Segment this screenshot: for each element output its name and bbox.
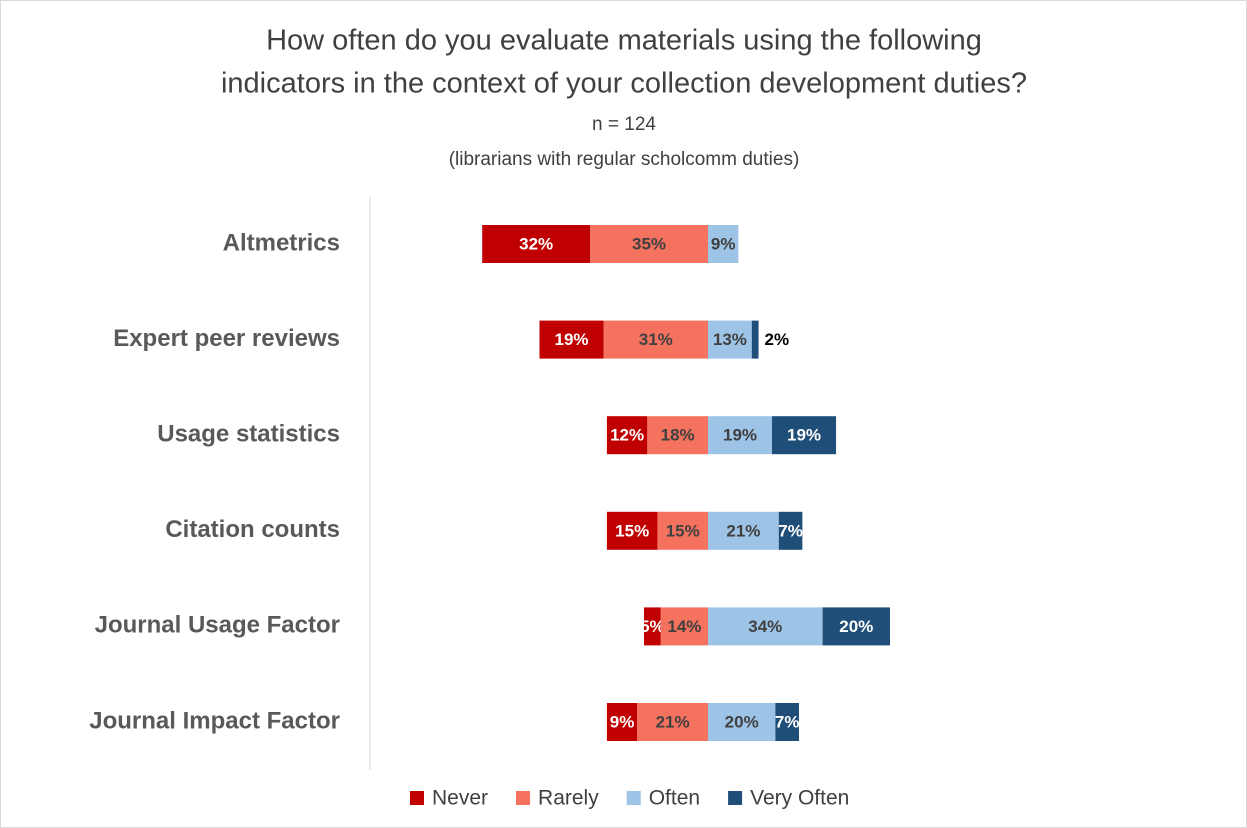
bar-segment	[822, 607, 890, 646]
value-label: 19%	[554, 330, 588, 349]
legend-swatch	[728, 791, 743, 805]
value-label: 19%	[723, 426, 757, 445]
value-label: 12%	[610, 426, 644, 445]
category-label: Usage statistics	[157, 421, 340, 448]
value-label: 9%	[711, 234, 736, 253]
value-label: 21%	[726, 521, 760, 540]
value-label: 32%	[519, 234, 553, 253]
bar-segment	[606, 703, 638, 741]
value-label: 21%	[656, 712, 690, 731]
value-label: 19%	[787, 426, 821, 445]
bar-segment	[657, 511, 708, 550]
bar-segment	[772, 416, 837, 455]
chart-title: indicators in the context of your collec…	[221, 68, 1027, 100]
value-label: 2%	[765, 330, 790, 349]
legend-label: Very Often	[750, 787, 849, 810]
bar-segment	[708, 703, 776, 741]
value-label: 7%	[775, 712, 800, 731]
bar-segment	[590, 225, 708, 263]
subtitle: n = 124	[592, 114, 656, 135]
subtitle: (librarians with regular scholcomm dutie…	[449, 149, 800, 170]
bar-segment	[708, 320, 752, 359]
value-label: 14%	[667, 617, 701, 636]
legend-label: Often	[649, 787, 700, 810]
bar-segment	[606, 511, 658, 550]
bar-segment	[643, 607, 661, 646]
legend-label: Never	[432, 787, 488, 810]
bar-segment	[606, 416, 648, 455]
category-label: Journal Usage Factor	[95, 612, 340, 639]
category-label: Altmetrics	[223, 229, 340, 256]
bar-segment	[660, 607, 708, 646]
bar-segment	[778, 511, 803, 550]
value-label: 20%	[725, 712, 759, 731]
bar-segment	[603, 320, 708, 359]
category-label: Journal Impact Factor	[89, 707, 340, 734]
bar-segment	[708, 511, 779, 550]
legend-label: Rarely	[538, 787, 599, 810]
bar-segment	[708, 607, 823, 646]
value-label: 7%	[778, 521, 803, 540]
bar-segment	[647, 416, 708, 455]
bar-segment	[751, 320, 759, 359]
value-label: 18%	[661, 426, 695, 445]
legend-swatch	[410, 791, 424, 805]
bar-segment	[708, 416, 773, 455]
value-label: 9%	[610, 712, 635, 731]
legend-swatch	[626, 791, 641, 805]
bar-segment	[482, 225, 591, 263]
value-label: 13%	[713, 330, 747, 349]
bar-segment	[637, 703, 708, 741]
bar-segment	[775, 703, 799, 741]
value-label: 15%	[666, 521, 700, 540]
value-label: 15%	[615, 521, 649, 540]
legend-swatch	[516, 791, 531, 805]
value-label: 20%	[839, 617, 873, 636]
value-label: 5%	[640, 617, 665, 636]
category-label: Citation counts	[165, 516, 340, 543]
value-label: 31%	[639, 330, 673, 349]
value-label: 34%	[748, 617, 782, 636]
bar-segment	[539, 320, 604, 359]
chart-title: How often do you evaluate materials usin…	[266, 25, 982, 57]
category-label: Expert peer reviews	[113, 325, 340, 352]
bar-segment	[708, 225, 739, 263]
value-label: 35%	[632, 234, 666, 253]
